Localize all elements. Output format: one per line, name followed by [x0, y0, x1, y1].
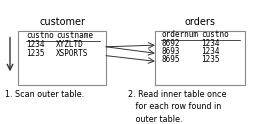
- Text: customer: customer: [39, 17, 85, 27]
- Text: ordernum: ordernum: [161, 30, 198, 39]
- Text: custname: custname: [56, 31, 93, 40]
- Text: XSPORTS: XSPORTS: [56, 49, 88, 58]
- FancyBboxPatch shape: [155, 31, 245, 85]
- Text: 1234: 1234: [201, 39, 219, 48]
- FancyBboxPatch shape: [18, 31, 106, 85]
- Text: XYZLTD: XYZLTD: [56, 40, 84, 49]
- Text: 1235: 1235: [201, 55, 219, 64]
- Text: 1234: 1234: [26, 40, 44, 49]
- Text: 1. Scan outer table.: 1. Scan outer table.: [5, 90, 84, 99]
- Text: custno: custno: [26, 31, 54, 40]
- Text: 8692: 8692: [161, 39, 179, 48]
- Text: 1235: 1235: [26, 49, 44, 58]
- Text: 1234: 1234: [201, 47, 219, 56]
- Text: 2. Read inner table once
   for each row found in
   outer table.: 2. Read inner table once for each row fo…: [128, 90, 226, 124]
- Text: 8695: 8695: [161, 55, 179, 64]
- Text: 8693: 8693: [161, 47, 179, 56]
- Text: custno: custno: [201, 30, 229, 39]
- Text: orders: orders: [185, 17, 216, 27]
